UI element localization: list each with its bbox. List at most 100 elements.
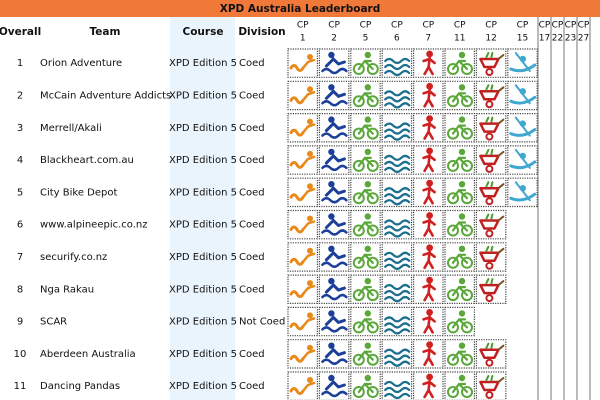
- icon-part: [301, 155, 316, 167]
- icon-part: [461, 63, 473, 75]
- icon-part: [366, 159, 379, 172]
- icon-part: [461, 159, 473, 172]
- checkpoint-stamp: [350, 177, 381, 208]
- checkpoint-stamp: [318, 371, 350, 400]
- icon-part: [321, 164, 348, 172]
- icon-part: [301, 58, 316, 70]
- icon-part: [307, 118, 313, 125]
- icon-part: [451, 189, 469, 200]
- icon-part: [447, 353, 459, 366]
- icon-part: [289, 96, 305, 105]
- icon-part: [289, 290, 305, 299]
- icon-part: [461, 321, 473, 334]
- checkpoint-stamp: [444, 112, 475, 143]
- icon-part: [426, 212, 434, 219]
- checkpoint-stamp: [350, 80, 381, 111]
- icon-part: [384, 316, 411, 335]
- checkpoint-stamp: [287, 48, 318, 78]
- icon-part: [519, 152, 526, 160]
- icon-part: [364, 245, 371, 253]
- icon-part: [426, 244, 434, 252]
- icon-part: [497, 54, 505, 60]
- icon-part: [307, 86, 313, 93]
- stamp-border: [475, 371, 507, 400]
- icon-part: [447, 95, 459, 108]
- icon-part: [352, 224, 365, 237]
- checkpoint-stamp: [413, 371, 444, 400]
- icon-part: [497, 344, 505, 351]
- icon-part: [328, 277, 335, 285]
- icon-part: [352, 289, 365, 302]
- icon-part: [357, 221, 374, 232]
- icon-part: [461, 256, 473, 269]
- icon-part: [366, 95, 379, 108]
- icon-part: [357, 92, 374, 103]
- icon-part: [479, 219, 500, 230]
- checkpoint-stamp: [475, 274, 507, 305]
- checkpoint-stamp: [350, 306, 381, 337]
- icon-part: [426, 50, 434, 58]
- checkpoint-stamp: [318, 209, 350, 240]
- icon-part: [485, 52, 494, 58]
- course: XPD Edition 5: [169, 284, 237, 295]
- checkpoint-stamp: [287, 339, 318, 369]
- checkpoint-stamp: [507, 145, 538, 175]
- icon-part: [461, 224, 473, 237]
- icon-part: [357, 318, 374, 329]
- icon-part: [307, 150, 313, 157]
- checkpoint-header: CP: [391, 21, 403, 31]
- icon-part: [422, 250, 436, 270]
- checkpoint-number: 5: [363, 34, 369, 44]
- icon-part: [461, 386, 473, 398]
- icon-part: [357, 59, 374, 71]
- checkpoint-stamp: [475, 145, 507, 175]
- stamp-border: [287, 242, 318, 272]
- checkpoint-stamp: [444, 80, 475, 111]
- icon-part: [289, 257, 305, 266]
- checkpoint-stamp: [381, 274, 413, 305]
- icon-part: [509, 95, 537, 105]
- team-name: Merrell/Akali: [40, 123, 102, 134]
- icon-part: [458, 84, 466, 91]
- icon-part: [485, 148, 494, 155]
- icon-part: [426, 115, 434, 122]
- checkpoint-header: CP: [485, 21, 497, 31]
- course: XPD Edition 5: [169, 220, 237, 231]
- icon-part: [366, 224, 379, 237]
- icon-part: [458, 51, 466, 59]
- icon-part: [479, 57, 500, 69]
- icon-part: [384, 154, 411, 173]
- checkpoint-number: 15: [517, 34, 528, 44]
- checkpoint-stamp: [507, 80, 538, 111]
- icon-part: [485, 132, 494, 141]
- checkpoint-stamp: [287, 80, 318, 111]
- icon-part: [307, 215, 313, 222]
- icon-part: [289, 193, 305, 202]
- icon-part: [321, 261, 348, 269]
- icon-part: [364, 116, 371, 123]
- team-name: City Bike Depot: [40, 187, 118, 198]
- checkpoint-stamp: [381, 177, 413, 208]
- icon-part: [366, 63, 379, 75]
- icon-part: [357, 156, 374, 167]
- icon-part: [366, 192, 379, 205]
- division: Coed: [239, 252, 265, 263]
- icon-part: [426, 179, 434, 187]
- icon-part: [289, 64, 305, 72]
- checkpoint-stamp: [381, 371, 413, 400]
- icon-part: [307, 280, 313, 287]
- icon-part: [497, 86, 505, 93]
- division: Coed: [239, 58, 265, 69]
- column-header: Team: [90, 26, 121, 38]
- checkpoint-stamp: [381, 48, 413, 78]
- checkpoint-stamp: [475, 242, 507, 272]
- checkpoint-stamp: [350, 242, 381, 272]
- icon-part: [422, 379, 436, 399]
- icon-part: [328, 51, 335, 59]
- icon-part: [352, 192, 365, 205]
- checkpoint-header: CP: [539, 21, 551, 31]
- team-name: Blackheart.com.au: [40, 155, 134, 166]
- checkpoint-stamp: [287, 306, 318, 337]
- checkpoint-stamp: [350, 48, 381, 78]
